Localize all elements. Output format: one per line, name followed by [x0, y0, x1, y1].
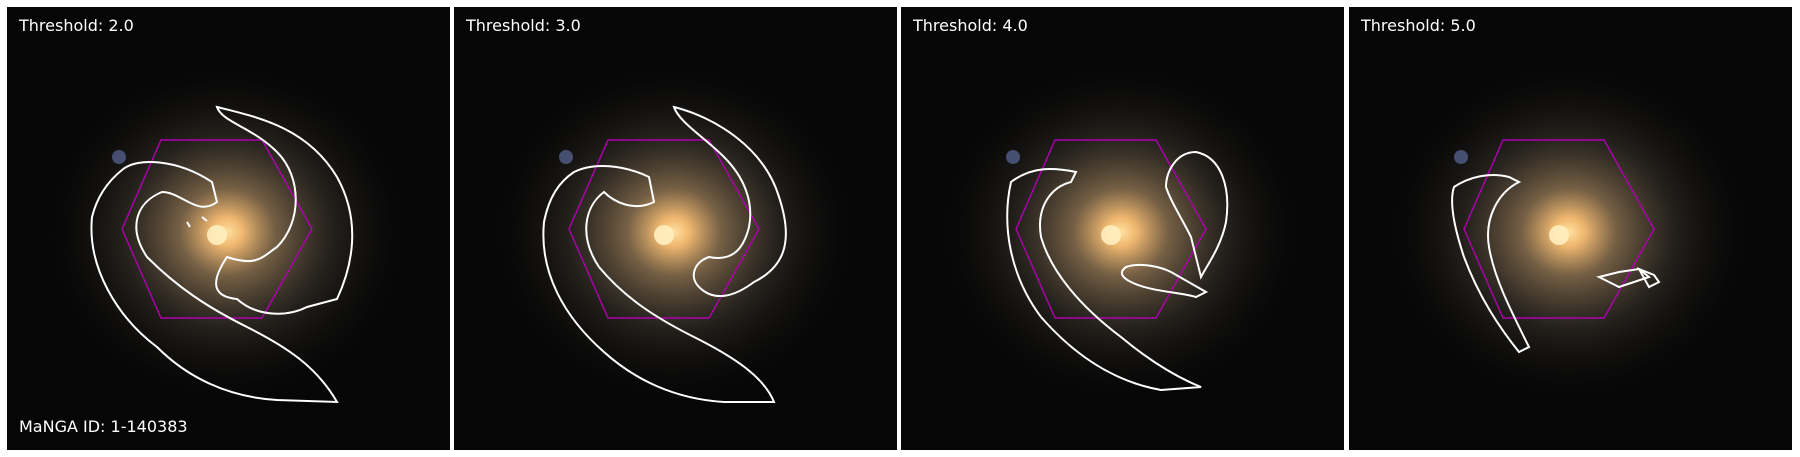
manga-id-label: MaNGA ID: 1-140383	[19, 417, 188, 436]
panel-label: Threshold: 3.0	[466, 16, 581, 35]
galaxy-glow	[931, 57, 1311, 407]
galaxy-image	[1349, 7, 1792, 450]
panel-label: Threshold: 5.0	[1361, 16, 1476, 35]
galaxy-image	[454, 7, 897, 450]
arm-contours	[90, 105, 354, 404]
panel-label: Threshold: 2.0	[19, 16, 134, 35]
panel-threshold-3: Threshold: 3.0	[454, 7, 897, 450]
arm-contours	[542, 105, 787, 403]
arm-contours	[1451, 174, 1661, 354]
panel-threshold-5: Threshold: 5.0	[1349, 7, 1792, 450]
galaxy-glow	[484, 57, 864, 407]
galaxy-image	[901, 7, 1344, 450]
panel-threshold-4: Threshold: 4.0	[901, 7, 1344, 450]
panel-label: Threshold: 4.0	[913, 16, 1028, 35]
galaxy-image	[7, 7, 450, 450]
galaxy-glow	[1379, 57, 1759, 407]
arm-contours	[1006, 150, 1229, 392]
ifu-hexagon	[1015, 139, 1207, 319]
ifu-hexagon	[1463, 139, 1655, 319]
ifu-hexagon	[568, 139, 760, 319]
panel-threshold-2: Threshold: 2.0 MaNGA ID: 1-140383	[7, 7, 450, 450]
galaxy-glow	[37, 57, 417, 407]
